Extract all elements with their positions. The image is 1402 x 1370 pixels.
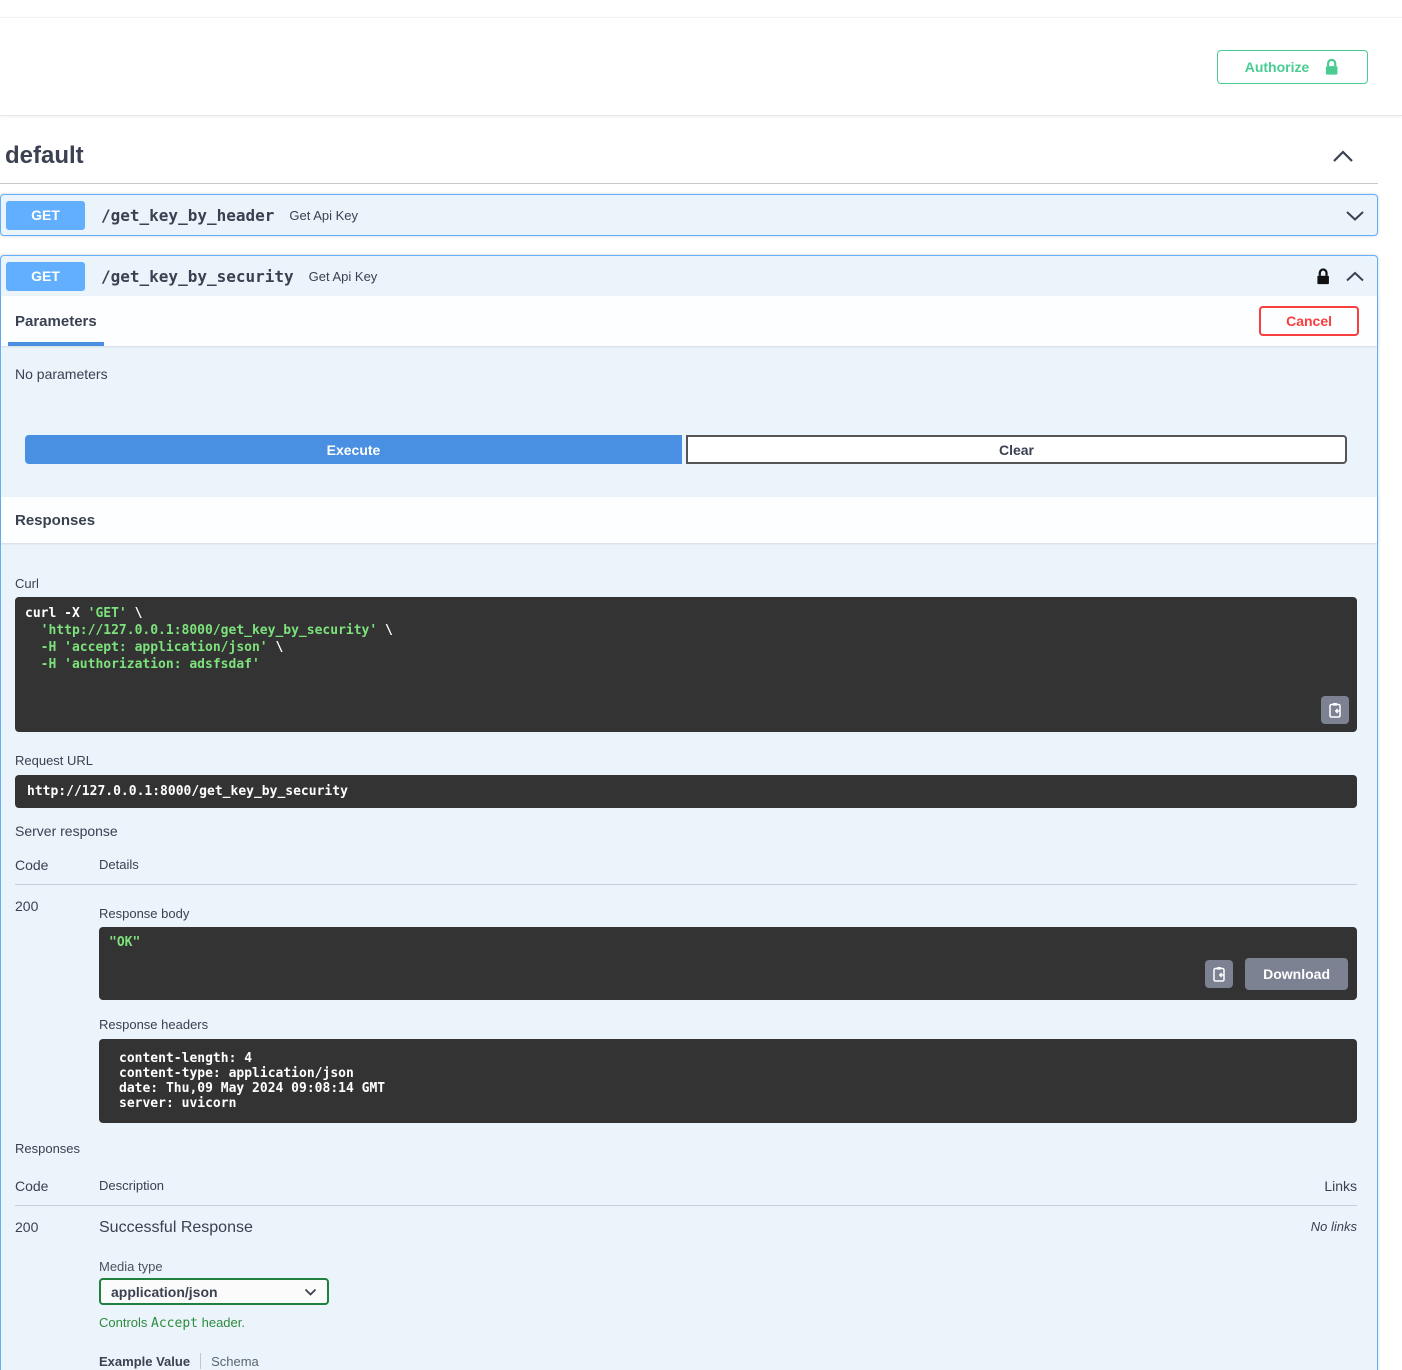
request-url-label: Request URL bbox=[15, 753, 94, 768]
status-code: 200 bbox=[15, 1219, 39, 1235]
description-column-header: Description bbox=[99, 1178, 165, 1193]
response-header-line: content-length: 4 bbox=[119, 1051, 253, 1066]
tab-schema[interactable]: Schema bbox=[211, 1353, 259, 1369]
code-column-header: Code bbox=[15, 857, 49, 873]
cancel-button[interactable]: Cancel bbox=[1259, 306, 1359, 336]
tab-divider bbox=[200, 1353, 202, 1369]
auth-lock-icon[interactable] bbox=[1315, 267, 1331, 286]
media-type-label: Media type bbox=[99, 1259, 163, 1274]
response-header-line: date: Thu,09 May 2024 09:08:14 GMT bbox=[119, 1081, 386, 1096]
tag-section-header[interactable]: default bbox=[0, 142, 1378, 184]
response-headers-label: Response headers bbox=[99, 1017, 209, 1032]
select-chevron-down-icon bbox=[304, 1288, 317, 1296]
links-cell: No links bbox=[1310, 1219, 1357, 1234]
request-url-block: http://127.0.0.1:8000/get_key_by_securit… bbox=[15, 775, 1357, 808]
hint-text: Controls bbox=[99, 1315, 152, 1330]
media-type-select[interactable]: application/json bbox=[99, 1278, 329, 1305]
server-response-title: Server response bbox=[15, 823, 118, 839]
model-tabs: Example Value Schema bbox=[99, 1353, 1273, 1369]
curl-line: 'http://127.0.0.1:8000/get_key_by_securi… bbox=[25, 622, 1347, 639]
responses-table-row: 200 Successful Response Media type appli… bbox=[15, 1206, 1357, 1370]
curl-line: curl -X 'GET' \ bbox=[25, 605, 1347, 622]
response-header-line: server: uvicorn bbox=[119, 1096, 237, 1111]
execute-button[interactable]: Execute bbox=[25, 435, 682, 464]
response-body-value: "OK" bbox=[109, 935, 141, 950]
details-column-header: Details bbox=[99, 857, 139, 872]
hint-code: Accept bbox=[151, 1316, 198, 1331]
curl-command-block: curl -X 'GET' \ 'http://127.0.0.1:8000/g… bbox=[15, 597, 1357, 732]
collapse-chevron-up-icon[interactable] bbox=[1345, 271, 1365, 282]
status-code: 200 bbox=[15, 898, 39, 914]
no-parameters-text: No parameters bbox=[15, 366, 108, 382]
operation-path: /get_key_by_security bbox=[101, 266, 294, 286]
curl-text: curl -X bbox=[25, 606, 88, 621]
collapse-section-chevron-up-icon[interactable] bbox=[1332, 149, 1354, 163]
section-title: default bbox=[5, 142, 84, 169]
opblock-summary[interactable]: GET /get_key_by_header Get Api Key bbox=[1, 195, 1377, 235]
accept-header-hint: Controls Accept header. bbox=[99, 1315, 1273, 1331]
authorize-button[interactable]: Authorize bbox=[1217, 50, 1368, 84]
curl-line: -H 'accept: application/json' \ bbox=[25, 639, 1347, 656]
response-header-line: content-type: application/json bbox=[119, 1066, 354, 1081]
operation-summary: Get Api Key bbox=[289, 207, 359, 223]
parameters-header: Parameters Cancel bbox=[1, 296, 1377, 346]
copy-to-clipboard-button[interactable] bbox=[1205, 960, 1234, 988]
curl-text: -H 'authorization: adsfsdaf' bbox=[25, 657, 260, 672]
curl-text: 'http://127.0.0.1:8000/get_key_by_securi… bbox=[25, 623, 378, 638]
authorize-label: Authorize bbox=[1244, 59, 1310, 75]
api-wrapper: default GET /get_key_by_header Get Api K… bbox=[0, 142, 1378, 1370]
expand-chevron-down-icon[interactable] bbox=[1345, 210, 1365, 221]
media-type-value: application/json bbox=[111, 1283, 218, 1300]
responses-table-header: Code Description Links bbox=[15, 1178, 1357, 1206]
server-response-row: 200 Response body "OK" bbox=[15, 885, 1357, 1123]
execute-row: Execute Clear bbox=[25, 435, 1347, 464]
opblock-get-key-by-security: GET /get_key_by_security Get Api Key bbox=[0, 255, 1378, 1370]
opblock-get-key-by-header: GET /get_key_by_header Get Api Key bbox=[0, 194, 1378, 236]
response-description: Successful Response bbox=[99, 1219, 253, 1236]
responses-header-label: Responses bbox=[15, 511, 96, 529]
server-response-table-header: Code Details bbox=[15, 857, 1357, 885]
response-body-block: "OK" Download bbox=[99, 927, 1357, 1000]
response-headers-block: content-length: 4 content-type: applicati… bbox=[99, 1039, 1357, 1123]
code-column-header: Code bbox=[15, 1178, 49, 1194]
parameters-body: No parameters Execute Clear bbox=[1, 346, 1377, 464]
clear-button[interactable]: Clear bbox=[686, 435, 1347, 464]
responses-doc-title: Responses bbox=[15, 1141, 81, 1156]
responses-header: Responses bbox=[1, 497, 1377, 543]
responses-body: Curl curl -X 'GET' \ 'http://127.0.0.1:8… bbox=[1, 576, 1377, 1370]
curl-text: \ bbox=[377, 623, 393, 638]
response-body-label: Response body bbox=[99, 906, 190, 921]
hint-text: header. bbox=[198, 1315, 245, 1330]
curl-label: Curl bbox=[15, 576, 39, 591]
tab-parameters[interactable]: Parameters bbox=[8, 296, 104, 346]
method-badge: GET bbox=[6, 200, 85, 230]
download-button[interactable]: Download bbox=[1245, 958, 1348, 990]
curl-line: -H 'authorization: adsfsdaf' bbox=[25, 656, 1347, 673]
response-body-actions: Download bbox=[1205, 958, 1348, 990]
scheme-topbar: Authorize bbox=[0, 0, 1402, 116]
tab-example-value[interactable]: Example Value bbox=[99, 1353, 191, 1369]
curl-text: -H 'accept: application/json' bbox=[25, 640, 268, 655]
curl-text: \ bbox=[126, 606, 143, 621]
curl-text: 'GET' bbox=[87, 606, 127, 621]
operation-path: /get_key_by_header bbox=[101, 205, 275, 225]
method-badge: GET bbox=[6, 261, 85, 291]
topbar-hairline bbox=[0, 17, 1402, 18]
lock-icon bbox=[1323, 57, 1340, 77]
opblock-summary[interactable]: GET /get_key_by_security Get Api Key bbox=[1, 256, 1377, 296]
parameters-tab-label: Parameters bbox=[15, 312, 97, 330]
curl-text: \ bbox=[267, 640, 284, 655]
links-column-header: Links bbox=[1324, 1178, 1357, 1194]
copy-to-clipboard-button[interactable] bbox=[1321, 696, 1349, 724]
operation-summary: Get Api Key bbox=[308, 268, 378, 284]
